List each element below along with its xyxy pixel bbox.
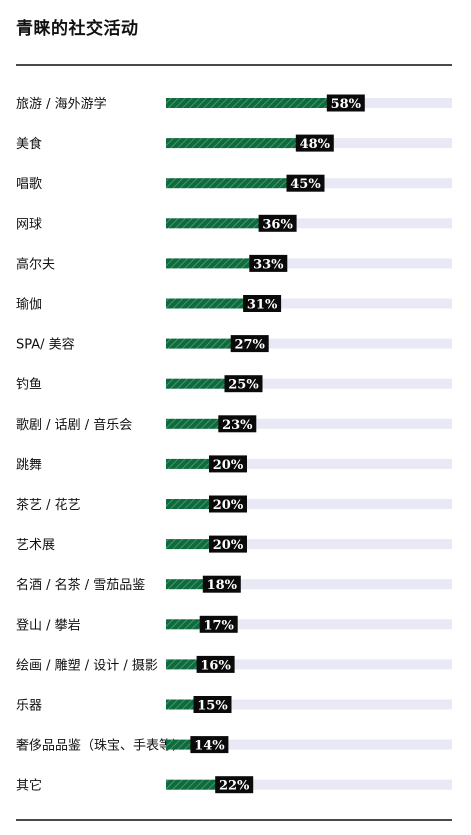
category-label: 其它 bbox=[16, 778, 42, 794]
category-label: 绘画 / 雕塑 / 设计 / 摄影 bbox=[16, 658, 158, 673]
bar bbox=[166, 178, 306, 189]
bar bbox=[166, 739, 210, 750]
value-label: 48% bbox=[300, 137, 331, 152]
bar-track bbox=[166, 378, 452, 389]
bar-track bbox=[166, 539, 452, 550]
bar-track bbox=[166, 338, 452, 349]
value-label: 20% bbox=[213, 538, 244, 553]
value-label-bg bbox=[249, 254, 288, 272]
value-label-bg bbox=[218, 415, 257, 433]
bar bbox=[166, 98, 346, 108]
value-label: 25% bbox=[228, 378, 259, 393]
chart-title: 青睐的社交活动 bbox=[16, 19, 139, 39]
value-label: 23% bbox=[222, 418, 253, 433]
bar bbox=[166, 218, 278, 229]
value-label-bg bbox=[215, 776, 254, 794]
value-label-bg bbox=[286, 174, 325, 192]
value-label-bg bbox=[202, 575, 241, 593]
category-label: 歌剧 / 话剧 / 音乐会 bbox=[16, 417, 132, 433]
bar-track bbox=[166, 458, 452, 469]
category-label: 乐器 bbox=[16, 699, 42, 714]
category-label: 唱歌 bbox=[16, 177, 42, 192]
value-label: 15% bbox=[197, 699, 228, 714]
bar bbox=[166, 458, 228, 469]
value-label-bg bbox=[209, 455, 247, 473]
value-label-bg bbox=[193, 696, 232, 713]
value-label: 31% bbox=[247, 298, 278, 313]
value-label-bg bbox=[230, 335, 269, 353]
value-label: 20% bbox=[213, 458, 244, 473]
value-label: 14% bbox=[194, 739, 225, 754]
bar bbox=[166, 659, 216, 670]
value-label: 17% bbox=[203, 618, 234, 633]
value-label-bg bbox=[209, 495, 247, 513]
category-label: 名酒 / 名茶 / 雪茄品鉴 bbox=[16, 577, 145, 593]
category-label: 瑜伽 bbox=[16, 298, 42, 313]
bar-track bbox=[166, 298, 452, 309]
value-label-bg bbox=[295, 134, 334, 152]
value-label-bg bbox=[224, 375, 263, 393]
bar-track bbox=[166, 418, 452, 429]
bar bbox=[166, 298, 263, 309]
value-label-bg bbox=[243, 295, 282, 312]
bar bbox=[166, 579, 222, 590]
value-label: 33% bbox=[253, 257, 284, 272]
value-label-bg bbox=[326, 94, 365, 112]
category-label: SPA/ 美容 bbox=[16, 337, 75, 353]
category-label: 高尔夫 bbox=[16, 256, 55, 272]
value-label: 16% bbox=[200, 658, 231, 673]
bar-track bbox=[166, 499, 452, 509]
value-label: 58% bbox=[331, 97, 362, 112]
bar bbox=[166, 258, 269, 269]
value-label: 20% bbox=[213, 498, 244, 513]
bar-track bbox=[166, 579, 452, 590]
value-label-bg bbox=[199, 615, 238, 633]
bar-track bbox=[166, 739, 452, 750]
category-label: 奢侈品品鉴（珠宝、手表等） bbox=[16, 738, 185, 754]
category-label: 美食 bbox=[16, 136, 42, 152]
category-label: 茶艺 / 花艺 bbox=[16, 497, 81, 513]
bottom-divider bbox=[16, 819, 452, 821]
bar bbox=[166, 138, 315, 149]
top-divider bbox=[16, 64, 452, 66]
bar-track bbox=[166, 258, 452, 269]
bar-track bbox=[166, 659, 452, 670]
bar bbox=[166, 418, 238, 429]
value-label: 22% bbox=[219, 779, 250, 794]
bar bbox=[166, 338, 250, 349]
bar bbox=[166, 499, 228, 509]
value-label: 18% bbox=[207, 578, 238, 593]
bar-track bbox=[166, 779, 452, 790]
bar-track bbox=[166, 699, 452, 710]
category-label: 网球 bbox=[16, 217, 42, 232]
category-label: 跳舞 bbox=[16, 458, 42, 473]
bar bbox=[166, 699, 213, 710]
bar bbox=[166, 539, 228, 550]
value-label: 45% bbox=[290, 177, 321, 192]
bar-track bbox=[166, 218, 452, 229]
bar bbox=[166, 378, 244, 389]
value-label: 36% bbox=[262, 217, 293, 232]
value-label-bg bbox=[258, 214, 297, 232]
value-label-bg bbox=[190, 736, 229, 754]
category-label: 艺术展 bbox=[16, 538, 55, 553]
bar bbox=[166, 779, 235, 790]
bar-track bbox=[166, 619, 452, 630]
value-label: 27% bbox=[234, 338, 265, 353]
category-label: 钓鱼 bbox=[16, 377, 42, 393]
category-label: 旅游 / 海外游学 bbox=[16, 96, 107, 112]
bar bbox=[166, 619, 219, 630]
value-label-bg bbox=[196, 655, 235, 673]
category-label: 登山 / 攀岩 bbox=[16, 618, 81, 633]
value-label-bg bbox=[209, 535, 247, 553]
